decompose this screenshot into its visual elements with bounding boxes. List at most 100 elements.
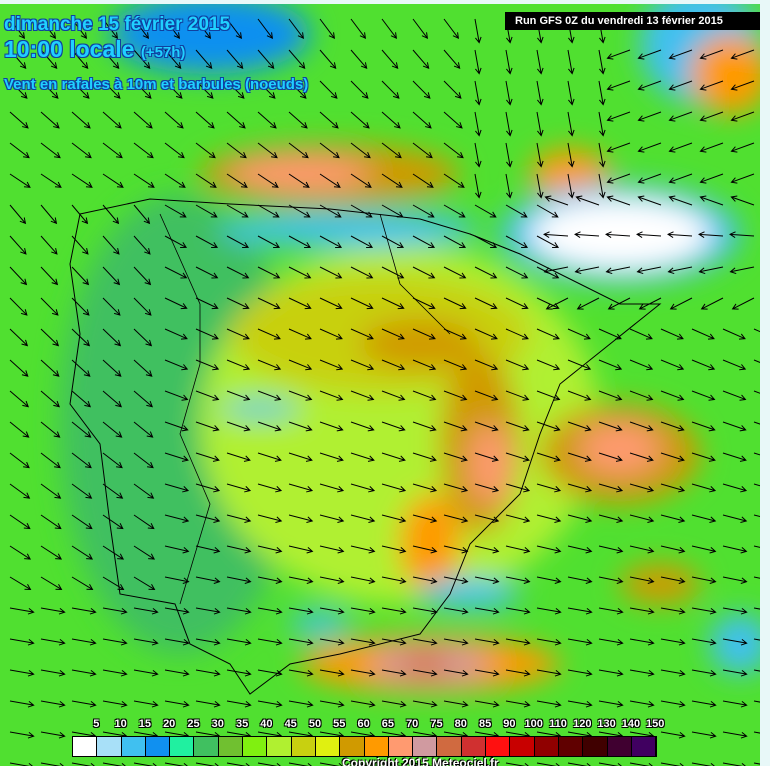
wind-arrow bbox=[505, 390, 530, 401]
legend-swatch bbox=[534, 737, 559, 756]
wind-arrow bbox=[226, 700, 252, 708]
legend-swatch bbox=[291, 737, 316, 756]
wind-arrow bbox=[636, 266, 662, 275]
legend-label: 30 bbox=[211, 718, 224, 730]
wind-arrow bbox=[536, 514, 562, 523]
wind-arrow bbox=[226, 576, 252, 584]
wind-arrow bbox=[288, 49, 306, 69]
wind-arrow bbox=[9, 266, 28, 286]
wind-arrow bbox=[536, 49, 544, 75]
wind-arrow bbox=[195, 18, 212, 40]
wind-arrow bbox=[536, 204, 559, 218]
wind-arrow bbox=[71, 173, 93, 188]
wind-arrow bbox=[257, 638, 283, 646]
wind-arrow bbox=[722, 328, 746, 340]
wind-arrow bbox=[164, 142, 185, 159]
wind-arrow bbox=[9, 638, 35, 646]
wind-arrow bbox=[9, 452, 30, 469]
wind-arrow bbox=[691, 421, 716, 432]
wind-arrow bbox=[505, 235, 529, 248]
wind-arrow bbox=[350, 173, 372, 188]
legend-labels: 5 10 15 20 25 30 35 40 45 50 55 60 65 70 75 80 85 90 100 11… bbox=[72, 718, 672, 734]
wind-arrow bbox=[226, 483, 252, 493]
wind-arrow bbox=[536, 111, 544, 137]
wind-arrow bbox=[474, 700, 500, 708]
wind-arrow bbox=[381, 142, 402, 159]
wind-arrow bbox=[567, 700, 593, 708]
wind-arrow bbox=[71, 483, 93, 499]
wind-arrow bbox=[691, 359, 716, 371]
wind-arrow bbox=[699, 195, 724, 206]
wind-arrow bbox=[412, 49, 430, 69]
legend-swatch bbox=[340, 737, 365, 756]
wind-arrow bbox=[629, 328, 653, 340]
wind-arrow bbox=[629, 421, 654, 432]
wind-arrow bbox=[505, 421, 530, 432]
wind-arrow bbox=[257, 142, 278, 159]
wind-arrow bbox=[226, 235, 250, 248]
wind-arrow bbox=[257, 607, 283, 615]
legend-label: 50 bbox=[308, 718, 322, 730]
wind-arrow bbox=[567, 421, 592, 432]
wind-arrow bbox=[660, 731, 686, 739]
wind-arrow bbox=[133, 452, 154, 469]
wind-arrow bbox=[381, 297, 405, 310]
wind-arrow bbox=[412, 204, 435, 218]
wind-arrow bbox=[691, 452, 716, 462]
wind-arrow bbox=[412, 235, 436, 248]
wind-arrow bbox=[350, 607, 376, 615]
wind-arrow bbox=[660, 545, 686, 554]
wind-arrow bbox=[381, 111, 401, 129]
wind-arrow bbox=[567, 669, 593, 677]
wind-arrow bbox=[71, 762, 95, 766]
wind-arrow bbox=[474, 390, 499, 401]
wind-arrow bbox=[381, 390, 406, 401]
wind-arrow bbox=[567, 328, 591, 340]
wind-arrow bbox=[536, 669, 562, 677]
wind-arrow bbox=[9, 80, 28, 99]
wind-arrow bbox=[598, 49, 606, 75]
wind-arrow bbox=[226, 638, 252, 646]
wind-arrow bbox=[226, 111, 246, 129]
wind-arrow bbox=[381, 235, 405, 248]
wind-arrow bbox=[133, 204, 151, 225]
legend-label: 25 bbox=[187, 718, 200, 730]
wind-arrow bbox=[226, 421, 251, 432]
legend-swatch bbox=[631, 737, 657, 756]
wind-arrow bbox=[350, 638, 376, 646]
wind-arrow bbox=[9, 762, 33, 766]
wind-arrow bbox=[226, 390, 251, 401]
wind-arrow bbox=[319, 80, 338, 99]
wind-arrow bbox=[567, 545, 593, 554]
wind-arrow bbox=[350, 297, 374, 310]
wind-arrow bbox=[381, 576, 407, 584]
wind-arrow bbox=[257, 359, 282, 371]
wind-arrow bbox=[598, 762, 622, 766]
wind-arrow bbox=[226, 18, 243, 40]
wind-arrow bbox=[474, 266, 498, 279]
wind-arrow bbox=[350, 80, 369, 99]
map-subtitle: Vent en rafales à 10m et barbules (noeud… bbox=[4, 76, 309, 93]
wind-arrow bbox=[443, 80, 462, 99]
wind-arrow bbox=[699, 49, 724, 60]
wind-arrow bbox=[133, 235, 151, 255]
wind-arrow bbox=[133, 390, 154, 408]
wind-arrow bbox=[40, 266, 59, 286]
wind-arrow bbox=[474, 359, 499, 371]
legend-swatch bbox=[243, 737, 268, 756]
wind-arrow bbox=[474, 18, 482, 44]
wind-arrow bbox=[691, 638, 717, 646]
wind-arrow bbox=[102, 49, 120, 69]
wind-arrow bbox=[226, 514, 252, 523]
wind-arrow bbox=[598, 80, 606, 106]
wind-arrow bbox=[195, 266, 219, 279]
wind-arrow bbox=[753, 762, 760, 765]
wind-arrow bbox=[606, 111, 631, 122]
wind-arrow bbox=[698, 266, 724, 275]
wind-arrow bbox=[753, 638, 760, 641]
wind-arrow bbox=[505, 204, 528, 218]
wind-arrow bbox=[699, 142, 724, 153]
wind-arrow bbox=[164, 514, 190, 523]
legend-swatch bbox=[145, 737, 171, 756]
wind-arrow bbox=[474, 576, 500, 584]
